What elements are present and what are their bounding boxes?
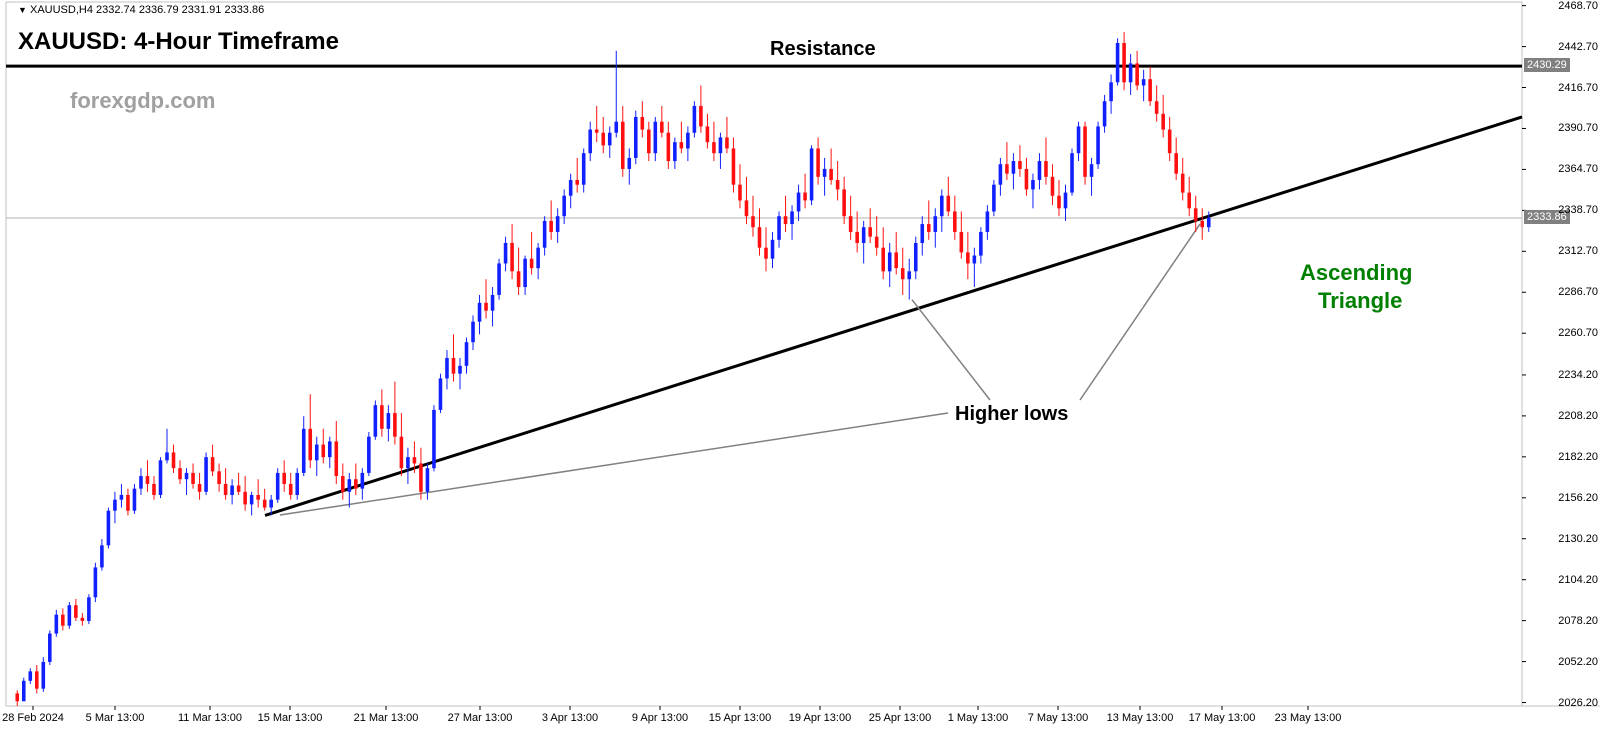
pattern-label-1: Ascending [1300, 260, 1412, 286]
x-axis-label: 13 May 13:00 [1107, 712, 1174, 724]
x-axis-label: 23 May 13:00 [1275, 712, 1342, 724]
y-axis-label: 2364.70 [1558, 163, 1598, 175]
y-axis-label: 2130.20 [1558, 533, 1598, 545]
x-axis-label: 15 Apr 13:00 [709, 712, 771, 724]
x-axis-label: 15 Mar 13:00 [258, 712, 323, 724]
x-axis-label: 9 Apr 13:00 [632, 712, 688, 724]
x-axis-label: 27 Mar 13:00 [448, 712, 513, 724]
y-axis-label: 2390.70 [1558, 122, 1598, 134]
resistance-price-box: 2430.29 [1524, 58, 1570, 72]
x-axis-label: 25 Apr 13:00 [869, 712, 931, 724]
x-axis-label: 19 Apr 13:00 [789, 712, 851, 724]
y-axis-label: 2442.70 [1558, 41, 1598, 53]
y-axis-label: 2312.70 [1558, 245, 1598, 257]
y-axis-label: 2208.20 [1558, 410, 1598, 422]
resistance-label: Resistance [770, 38, 876, 61]
y-axis-label: 2338.70 [1558, 204, 1598, 216]
y-axis-label: 2234.20 [1558, 369, 1598, 381]
y-axis-label: 2026.20 [1558, 697, 1598, 709]
x-axis-label: 1 May 13:00 [948, 712, 1009, 724]
x-axis-label: 11 Mar 13:00 [178, 712, 242, 724]
y-axis-label: 2260.70 [1558, 327, 1598, 339]
x-axis-label: 7 May 13:00 [1028, 712, 1089, 724]
y-axis-label: 2104.20 [1558, 574, 1598, 586]
x-axis-label: 28 Feb 2024 [2, 712, 64, 724]
higher-lows-label: Higher lows [955, 403, 1068, 426]
x-axis-label: 5 Mar 13:00 [86, 712, 145, 724]
x-axis-label: 21 Mar 13:00 [354, 712, 419, 724]
y-axis-label: 2078.20 [1558, 615, 1598, 627]
y-axis-label: 2052.20 [1558, 656, 1598, 668]
y-axis-label: 2286.70 [1558, 286, 1598, 298]
y-axis-label: 2156.20 [1558, 492, 1598, 504]
watermark: forexgdp.com [70, 88, 215, 114]
x-axis-label: 17 May 13:00 [1189, 712, 1256, 724]
chart-container: ▼ XAUUSD,H4 2332.74 2336.79 2331.91 2333… [0, 0, 1600, 738]
pattern-label-2: Triangle [1318, 288, 1402, 314]
chart-svg [0, 0, 1600, 738]
y-axis-label: 2416.70 [1558, 82, 1598, 94]
x-axis-label: 3 Apr 13:00 [542, 712, 598, 724]
chart-title: XAUUSD: 4-Hour Timeframe [18, 28, 339, 56]
y-axis-label: 2182.20 [1558, 451, 1598, 463]
y-axis-label: 2468.70 [1558, 0, 1598, 12]
symbol-line: XAUUSD,H4 2332.74 2336.79 2331.91 2333.8… [30, 4, 264, 16]
ohlc-header: ▼ XAUUSD,H4 2332.74 2336.79 2331.91 2333… [18, 4, 264, 16]
